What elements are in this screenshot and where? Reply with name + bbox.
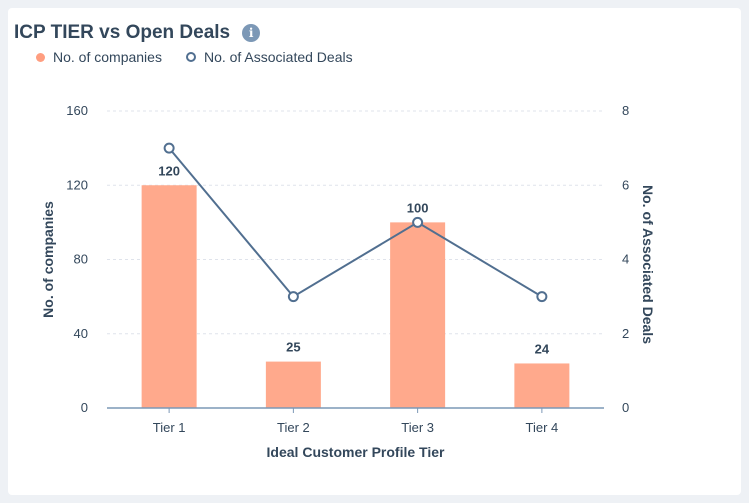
deals-line (168, 147, 543, 298)
x-axis-title: Ideal Customer Profile Tier (267, 444, 445, 460)
y-tick-label: 160 (66, 103, 88, 118)
legend-label-companies: No. of companies (53, 49, 162, 65)
bar-3 (390, 222, 446, 408)
title-row: ICP TIER vs Open Deals i (14, 20, 261, 46)
x-tick-label: Tier 1 (153, 420, 186, 435)
y2-tick-label: 8 (622, 103, 629, 118)
bar-4 (514, 363, 570, 408)
bar-data-label: 25 (286, 340, 300, 355)
legend-item-deals[interactable]: No. of Associated Deals (185, 49, 353, 65)
bar-data-label: 100 (407, 200, 429, 215)
bar-1 (141, 185, 197, 408)
y-tick-label: 0 (81, 400, 88, 415)
companies-swatch (36, 52, 45, 62)
y2-tick-label: 6 (622, 177, 629, 192)
y-tick-label: 40 (74, 326, 88, 341)
deals-swatch (185, 52, 196, 62)
deals-point-4 (536, 291, 548, 303)
deals-point-3 (412, 216, 424, 228)
bar-data-label: 24 (535, 341, 550, 356)
deals-point-2 (287, 291, 299, 303)
bar-data-label: 120 (158, 163, 180, 178)
x-tick-label: Tier 2 (277, 420, 310, 435)
x-tick-label: Tier 3 (401, 420, 434, 435)
y2-tick-label: 2 (622, 326, 629, 341)
chart-card (8, 8, 741, 495)
y-tick-label: 80 (74, 252, 88, 267)
chart-legend: No. of companies No. of Associated Deals (36, 49, 377, 65)
y2-tick-label: 0 (622, 400, 629, 415)
legend-item-companies[interactable]: No. of companies (36, 49, 162, 65)
y-axis-title: No. of companies (40, 201, 56, 318)
deals-point-1 (163, 142, 175, 154)
y2-tick-label: 4 (622, 252, 629, 267)
y-tick-label: 120 (66, 177, 88, 192)
legend-label-deals: No. of Associated Deals (203, 49, 353, 65)
bar-2 (265, 361, 321, 408)
chart-title: ICP TIER vs Open Deals (14, 22, 231, 43)
info-icon[interactable]: i (242, 24, 261, 42)
y2-axis-title: No. of Associated Deals (640, 185, 656, 344)
x-tick-label: Tier 4 (526, 420, 559, 435)
